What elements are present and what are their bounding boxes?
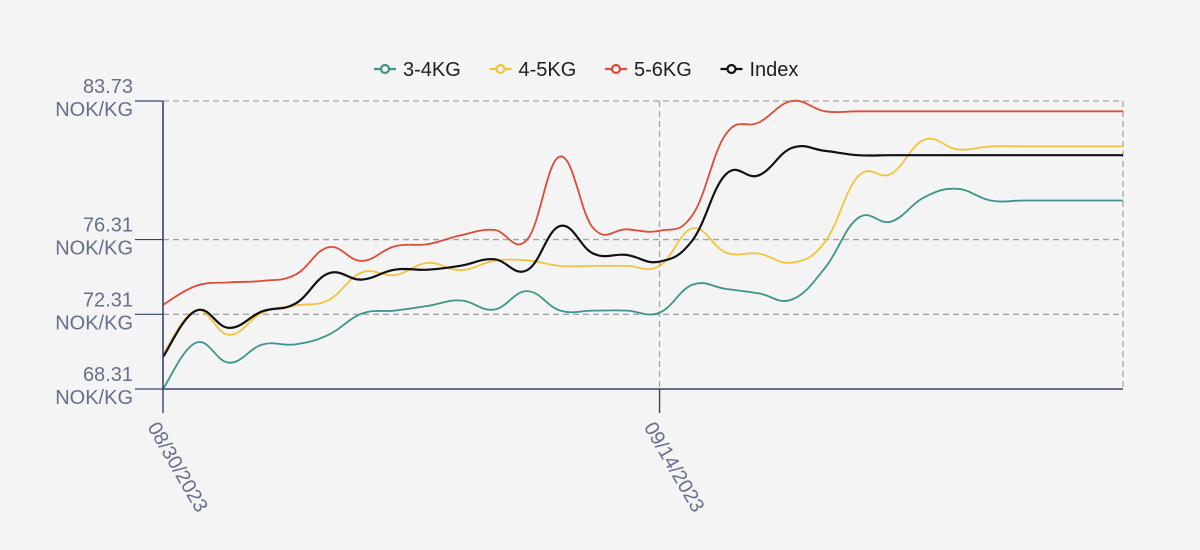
legend[interactable]: 3-4KG 4-5KG 5-6KG Index: [374, 59, 798, 81]
legend-label: 4-5KG: [519, 59, 577, 81]
legend-swatch-marker: [495, 63, 506, 75]
legend-label: 5-6KG: [634, 59, 692, 81]
y-tick-label: 76.31 NOK/KG: [55, 215, 133, 260]
y-tick-label: 68.31 NOK/KG: [55, 364, 133, 409]
legend-label: 3-4KG: [403, 59, 461, 81]
legend-swatch-marker: [379, 63, 391, 75]
legend-item-index[interactable]: Index: [720, 59, 799, 81]
y-tick-label: 72.31 NOK/KG: [55, 289, 133, 334]
legend-swatch-marker: [726, 63, 737, 75]
legend-label: Index: [750, 59, 799, 81]
legend-item-4-5kg[interactable]: 4-5KG: [489, 59, 577, 81]
series-line-5-6kg: [162, 99, 1123, 306]
legend-swatch-marker: [610, 63, 622, 75]
series-line-index: [162, 144, 1123, 358]
legend-item-3-4kg[interactable]: 3-4KG: [374, 59, 461, 81]
x-tick-label: 08/30/2023: [143, 419, 212, 517]
legend-item-5-6kg[interactable]: 5-6KG: [605, 59, 692, 81]
grid-layer: [163, 100, 1124, 390]
y-tick-label: 83.73 NOK/KG: [55, 76, 133, 121]
series-line-4-5kg: [162, 137, 1123, 355]
series-line-3-4kg: [162, 187, 1123, 390]
axis-layer: 68.31 NOK/KG 72.31 NOK/KG 76.31 NOK/KG 83.73 NO…: [55, 76, 708, 516]
x-tick-label: 09/14/2023: [639, 419, 708, 517]
series-layer: [162, 99, 1123, 390]
